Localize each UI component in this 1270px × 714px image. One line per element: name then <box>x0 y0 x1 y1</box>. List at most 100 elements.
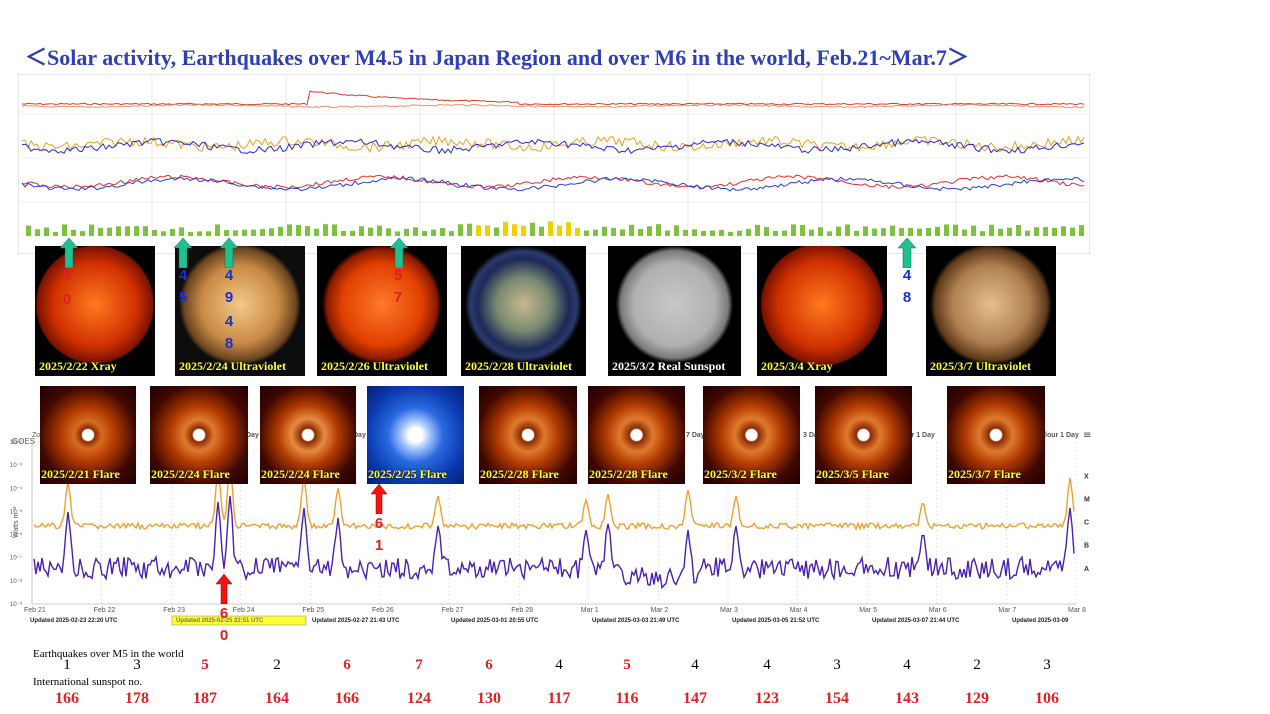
sun-image-1: 2025/2/22 Xray <box>35 246 155 376</box>
x-date-label: Feb 23 <box>163 607 185 614</box>
earthquake-count: 4 <box>555 657 563 673</box>
coronagraph-8: 2025/3/5 Flare <box>815 386 912 484</box>
x-date-label: Mar 2 <box>650 607 668 614</box>
earthquake-count: 5 <box>201 657 209 673</box>
earthquake-count: 2 <box>973 657 981 673</box>
x-date-label: Feb 27 <box>442 607 464 614</box>
x-date-label: Mar 8 <box>1068 607 1086 614</box>
sun-image-caption: 2025/3/2 Real Sunspot <box>612 359 726 373</box>
updated-label: Updated 2025-02-25 22:51 UTC <box>176 618 264 624</box>
range-tab[interactable]: our 1 Day <box>903 432 935 439</box>
coronagraph-4: 2025/2/25 Flare <box>367 386 464 484</box>
x-date-label: Mar 1 <box>581 607 599 614</box>
sun-image-caption: 2025/2/22 Xray <box>39 359 117 373</box>
goes-xray-chart: GOES Zo Watts m⁻² 10⁻² 10⁻³ 10⁻⁴ 10⁻⁵ 10⁻⁶ 10… <box>8 428 1100 628</box>
updated-label: Updated 2025-03-07 21:44 UTC <box>872 618 960 624</box>
coronagraph-caption: 2025/3/5 Flare <box>816 467 889 481</box>
x-date-label: Mar 5 <box>859 607 877 614</box>
sun-image-6: 2025/3/4 Xray <box>757 246 887 376</box>
earthquake-count: 1 <box>63 657 71 673</box>
sun-image-caption: 2025/3/4 Xray <box>761 359 833 373</box>
sun-image-5: 2025/3/2 Real Sunspot <box>608 246 741 376</box>
sunspot-number: 147 <box>683 690 707 707</box>
earthquake-count: 6 <box>343 657 351 673</box>
x-date-label: Feb 25 <box>302 607 324 614</box>
updated-label: Updated 2025-02-27 21:43 UTC <box>312 618 400 624</box>
green-arrow-icon <box>220 238 238 268</box>
range-tab[interactable]: Day <box>353 432 366 439</box>
updated-label: Updated 2025-02-23 22:20 UTC <box>30 618 118 624</box>
red-arrow-icon <box>216 574 232 604</box>
coronagraph-2: 2025/2/24 Flare <box>150 386 248 484</box>
solar-wind-panels <box>18 74 1090 254</box>
coronagraph-caption: 2025/2/25 Flare <box>368 467 447 481</box>
goes-ylabel: Watts m⁻² <box>13 506 20 538</box>
coronagraph-caption: 2025/2/28 Flare <box>480 467 559 481</box>
flare-class-label: A <box>1084 566 1089 573</box>
y-tick-label: 10⁻⁵ <box>10 508 23 515</box>
earthquake-count: 3 <box>133 657 141 673</box>
sun-image-caption: 2025/2/24 Ultraviolet <box>179 359 286 373</box>
y-tick-label: 10⁻⁴ <box>10 485 23 492</box>
earthquake-count: 7 <box>415 657 423 673</box>
goes-tabs-left: Zo <box>32 432 40 439</box>
earthquake-count: 3 <box>833 657 841 673</box>
sunspot-number: 117 <box>547 690 571 707</box>
green-arrow-icon <box>174 238 192 268</box>
green-arrow-icon <box>60 238 78 268</box>
sunspot-number: 178 <box>125 690 149 707</box>
range-tab[interactable]: 7 Day <box>686 432 705 439</box>
sunspot-number: 123 <box>755 690 779 707</box>
sun-image-caption: 2025/2/28 Ultraviolet <box>465 359 572 373</box>
flare-class-label: X <box>1084 473 1089 480</box>
updated-label: Updated 2025-03-09 <box>1012 618 1069 624</box>
coronagraph-6: 2025/2/28 Flare <box>588 386 685 484</box>
coronagraph-7: 2025/3/2 Flare <box>703 386 800 484</box>
range-tab[interactable]: Day <box>246 432 259 439</box>
updated-label: Updated 2025-03-03 21:49 UTC <box>592 618 680 624</box>
red-arrow-icon <box>371 484 387 514</box>
range-tab[interactable]: lour 1 Day <box>1045 432 1079 439</box>
earthquake-count: 4 <box>903 657 911 673</box>
earthquake-count: 3 <box>1043 657 1051 673</box>
green-arrow-icon <box>390 238 408 268</box>
coronagraph-caption: 2025/2/21 Flare <box>41 467 120 481</box>
earthquake-count: 6 <box>485 657 493 673</box>
flare-class-label: C <box>1084 520 1089 527</box>
sunspot-number: 124 <box>407 690 431 707</box>
coronagraph-caption: 2025/3/2 Flare <box>704 467 777 481</box>
updated-label: Updated 2025-03-01 20:55 UTC <box>451 618 539 624</box>
coronagraph-caption: 2025/2/24 Flare <box>261 467 340 481</box>
coronagraph-5: 2025/2/28 Flare <box>479 386 577 484</box>
sun-image-3: 2025/2/26 Ultraviolet <box>317 246 447 376</box>
earthquake-count: 2 <box>273 657 281 673</box>
range-tab[interactable]: 3 Day <box>803 432 822 439</box>
sunspot-number: 130 <box>477 690 501 707</box>
green-arrow-icon <box>898 238 916 268</box>
coronagraph-9: 2025/3/7 Flare <box>947 386 1045 484</box>
x-date-label: Feb 24 <box>233 607 255 614</box>
coronagraph-3: 2025/2/24 Flare <box>260 386 356 484</box>
sunspot-number: 143 <box>895 690 919 707</box>
flare-class-label: B <box>1084 543 1089 550</box>
coronagraph-caption: 2025/2/28 Flare <box>589 467 668 481</box>
earthquake-count: 4 <box>691 657 699 673</box>
y-tick-label: 10⁻⁶ <box>10 532 23 539</box>
menu-icon[interactable]: ≡ <box>1083 430 1091 441</box>
sun-image-7: 2025/3/7 Ultraviolet <box>926 246 1056 376</box>
sunspot-number: 154 <box>825 690 849 707</box>
x-date-label: Feb 28 <box>511 607 533 614</box>
flare-class-label: M <box>1084 496 1090 503</box>
sunspot-number: 116 <box>615 690 639 707</box>
sunspot-number: 164 <box>265 690 289 707</box>
goes-label: GOES <box>12 437 35 446</box>
sun-image-2: 2025/2/24 Ultraviolet <box>175 246 305 376</box>
y-tick-label: 10⁻⁹ <box>10 601 23 608</box>
coronagraph-caption: 2025/2/24 Flare <box>151 467 230 481</box>
sun-image-caption: 2025/3/7 Ultraviolet <box>930 359 1031 373</box>
x-date-label: Feb 21 <box>24 607 46 614</box>
sun-image-caption: 2025/2/26 Ultraviolet <box>321 359 428 373</box>
sunspot-row-label: International sunspot no. <box>33 676 143 688</box>
updated-label: Updated 2025-03-05 21:52 UTC <box>732 618 820 624</box>
sunspot-number: 166 <box>335 690 359 707</box>
